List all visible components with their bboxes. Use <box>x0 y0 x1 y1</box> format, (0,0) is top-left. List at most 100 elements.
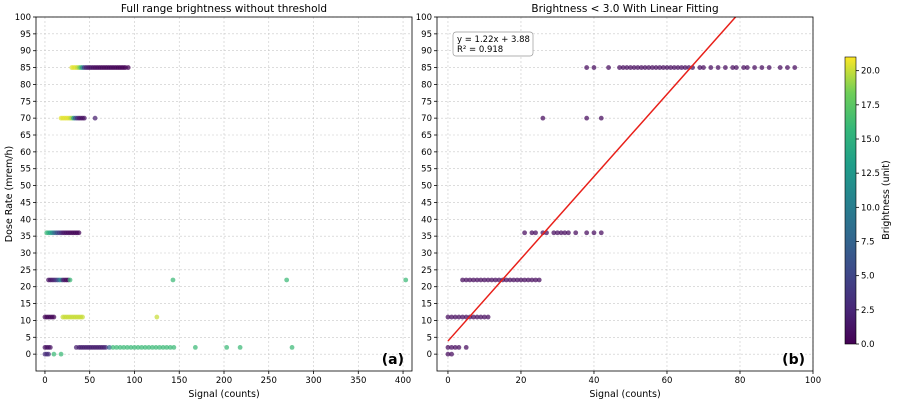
x-tick-label: 20 <box>516 376 527 386</box>
y-tick-label: 90 <box>20 47 31 57</box>
data-point <box>121 345 127 350</box>
x-tick-label: 150 <box>171 376 187 386</box>
y-tick-label: 45 <box>20 198 31 208</box>
y-tick-label: 100 <box>15 13 31 23</box>
y-tick-label: 95 <box>421 30 432 40</box>
colorbar-gradient <box>844 56 857 345</box>
data-point <box>478 314 484 320</box>
y-tick-label: 0 <box>26 350 31 360</box>
data-point <box>110 345 116 350</box>
data-point <box>146 345 152 350</box>
y-tick-label: 40 <box>421 215 432 225</box>
data-point <box>785 65 790 70</box>
data-point <box>708 65 714 70</box>
data-point <box>478 277 484 283</box>
data-point <box>733 65 739 70</box>
colorbar: 0.0 2.5 5.0 7.5 10.0 12.5 15.0 17.5 20.0 Brightn… <box>844 56 892 350</box>
fit-line <box>447 17 737 342</box>
data-point <box>679 65 684 70</box>
data-point <box>522 277 528 283</box>
data-point <box>642 65 648 70</box>
x-tick-label: 60 <box>662 376 673 386</box>
data-point <box>125 65 131 70</box>
data-point <box>157 345 162 350</box>
data-point <box>192 345 198 350</box>
data-point <box>58 351 64 357</box>
data-point <box>701 65 706 70</box>
data-point <box>445 351 451 357</box>
y-tick-label: 65 <box>421 131 432 141</box>
data-point <box>460 277 465 283</box>
y-tick-label: 20 <box>20 283 31 293</box>
data-point <box>139 345 145 350</box>
data-point <box>452 314 458 320</box>
data-point <box>67 277 73 283</box>
data-point <box>551 230 557 236</box>
data-point <box>445 345 451 350</box>
data-point <box>533 277 538 283</box>
panel-b-x-axis-title: Signal (counts) <box>589 389 660 400</box>
y-tick-label: 55 <box>20 165 31 175</box>
data-point <box>237 345 243 350</box>
y-tick-label: 65 <box>20 131 31 141</box>
data-point <box>529 230 535 236</box>
data-point <box>132 345 137 350</box>
y-tick-label: 35 <box>20 232 31 242</box>
data-point <box>759 65 765 70</box>
data-point <box>493 277 498 283</box>
data-point <box>752 65 757 70</box>
data-point <box>555 230 560 236</box>
x-tick-label: 100 <box>805 376 821 386</box>
data-point <box>598 230 604 236</box>
data-point <box>51 314 57 320</box>
data-point <box>471 314 476 320</box>
data-point <box>584 230 590 236</box>
y-tick-label: 10 <box>20 316 31 326</box>
data-point <box>474 314 480 320</box>
data-point <box>766 65 772 70</box>
data-point <box>449 345 455 350</box>
data-point <box>722 65 728 70</box>
y-tick-label: 35 <box>421 232 432 242</box>
y-tick-label: 25 <box>20 266 31 276</box>
data-point <box>514 277 520 283</box>
data-point <box>657 65 663 70</box>
data-point <box>107 345 112 350</box>
fit-legend-box: y = 1.22x + 3.88 R² = 0.918 <box>452 31 534 57</box>
data-point <box>92 115 98 121</box>
y-tick-label: 85 <box>20 64 31 74</box>
data-point <box>664 65 670 70</box>
data-point <box>167 345 173 350</box>
data-point <box>730 65 736 70</box>
data-point <box>620 65 626 70</box>
data-point <box>584 115 590 121</box>
data-point <box>540 230 546 236</box>
data-point <box>540 115 546 121</box>
data-point <box>114 345 119 350</box>
y-tick-label: 5 <box>26 333 31 343</box>
data-point <box>474 277 480 283</box>
data-point <box>463 345 469 350</box>
data-point <box>47 345 53 350</box>
data-point <box>525 277 531 283</box>
data-point <box>452 345 458 350</box>
y-tick-label: 15 <box>20 300 31 310</box>
data-point <box>518 277 524 283</box>
data-point <box>649 65 655 70</box>
x-tick-label: 50 <box>84 376 95 386</box>
y-tick-label: 55 <box>421 165 432 175</box>
data-point <box>460 314 465 320</box>
y-tick-label: 40 <box>20 215 31 225</box>
data-point <box>153 345 159 350</box>
data-point <box>591 230 597 236</box>
data-point <box>715 65 721 70</box>
y-tick-label: 85 <box>421 64 432 74</box>
data-point <box>628 65 633 70</box>
data-point <box>485 277 491 283</box>
colorbar-tick-label: 10.0 <box>861 203 880 213</box>
data-point <box>744 65 750 70</box>
data-point <box>103 345 109 350</box>
data-point <box>668 65 674 70</box>
data-point <box>51 351 57 357</box>
data-point <box>671 65 677 70</box>
